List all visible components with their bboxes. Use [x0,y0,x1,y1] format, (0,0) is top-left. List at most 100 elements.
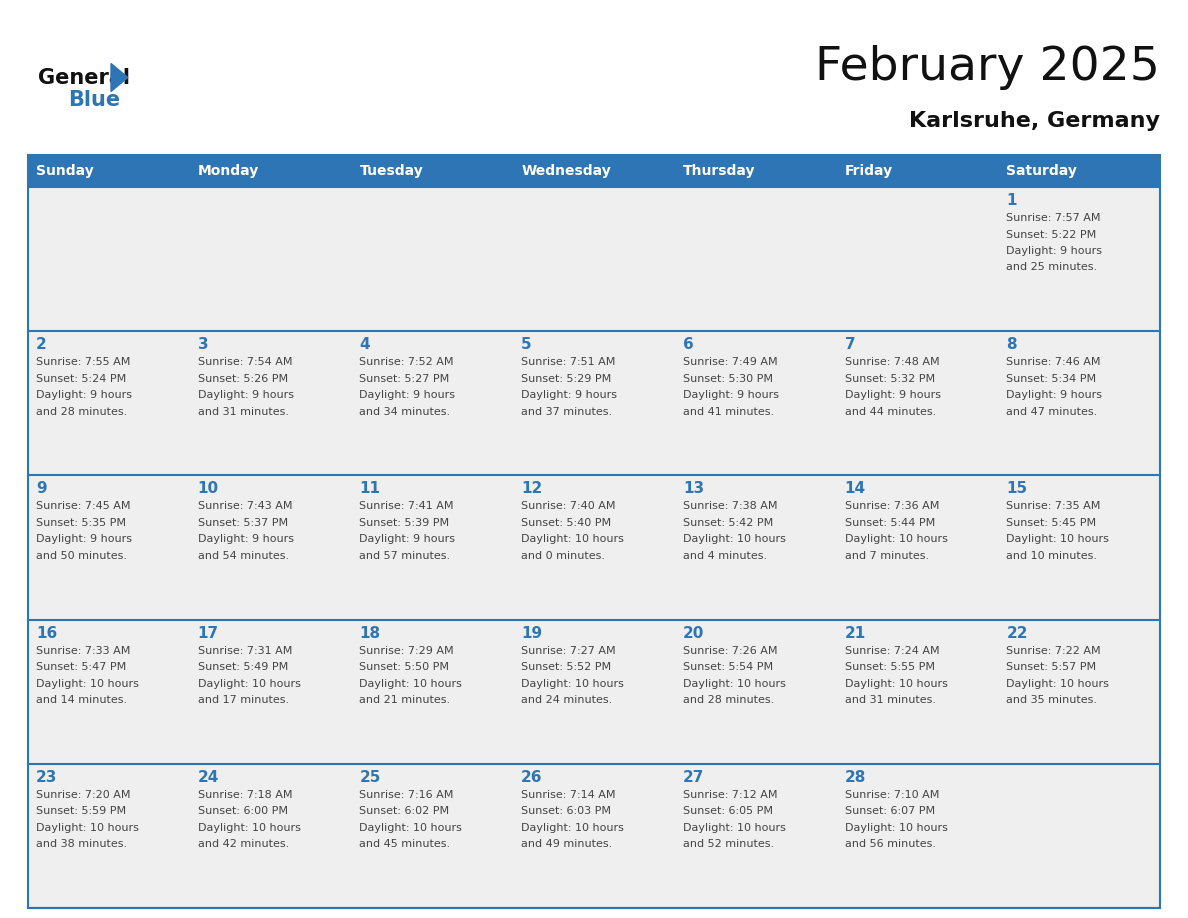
Text: and 44 minutes.: and 44 minutes. [845,407,936,417]
Bar [836,620,998,764]
Text: and 31 minutes.: and 31 minutes. [197,407,289,417]
Bar [998,620,1159,764]
Text: Sunrise: 7:26 AM: Sunrise: 7:26 AM [683,645,777,655]
Text: and 47 minutes.: and 47 minutes. [1006,407,1098,417]
Text: Daylight: 10 hours: Daylight: 10 hours [845,534,948,544]
Text: Daylight: 9 hours: Daylight: 9 hours [1006,390,1102,400]
Bar [836,187,998,331]
Text: Daylight: 10 hours: Daylight: 10 hours [683,678,785,688]
Bar [513,764,675,908]
Text: 27: 27 [683,770,704,785]
Text: Sunrise: 7:18 AM: Sunrise: 7:18 AM [197,789,292,800]
Text: 3: 3 [197,337,208,353]
Text: Sunrise: 7:41 AM: Sunrise: 7:41 AM [360,501,454,511]
Text: and 41 minutes.: and 41 minutes. [683,407,775,417]
Bar [190,620,352,764]
Bar [352,620,513,764]
Bar [190,476,352,620]
Text: Sunset: 5:49 PM: Sunset: 5:49 PM [197,662,287,672]
Text: Daylight: 9 hours: Daylight: 9 hours [36,390,132,400]
Text: Sunset: 5:44 PM: Sunset: 5:44 PM [845,518,935,528]
Text: Wednesday: Wednesday [522,164,611,178]
Text: Sunset: 5:59 PM: Sunset: 5:59 PM [36,806,126,816]
Text: and 10 minutes.: and 10 minutes. [1006,551,1098,561]
Text: Sunrise: 7:22 AM: Sunrise: 7:22 AM [1006,645,1101,655]
Text: and 37 minutes.: and 37 minutes. [522,407,612,417]
Text: Sunrise: 7:54 AM: Sunrise: 7:54 AM [197,357,292,367]
Bar [513,476,675,620]
Text: 14: 14 [845,481,866,497]
Text: Sunrise: 7:10 AM: Sunrise: 7:10 AM [845,789,939,800]
Text: Sunset: 6:07 PM: Sunset: 6:07 PM [845,806,935,816]
Text: and 50 minutes.: and 50 minutes. [36,551,127,561]
Text: Daylight: 9 hours: Daylight: 9 hours [36,534,132,544]
Text: Sunrise: 7:51 AM: Sunrise: 7:51 AM [522,357,615,367]
Text: Saturday: Saturday [1006,164,1078,178]
Text: Tuesday: Tuesday [360,164,423,178]
Text: 28: 28 [845,770,866,785]
Text: and 28 minutes.: and 28 minutes. [683,695,775,705]
Bar [998,155,1159,187]
Text: and 7 minutes.: and 7 minutes. [845,551,929,561]
Text: Sunset: 6:02 PM: Sunset: 6:02 PM [360,806,449,816]
Text: and 34 minutes.: and 34 minutes. [360,407,450,417]
Text: Sunset: 5:40 PM: Sunset: 5:40 PM [522,518,612,528]
Text: Sunrise: 7:14 AM: Sunrise: 7:14 AM [522,789,615,800]
Bar [190,187,352,331]
Text: 1: 1 [1006,193,1017,208]
Text: Sunset: 5:42 PM: Sunset: 5:42 PM [683,518,773,528]
Text: and 31 minutes.: and 31 minutes. [845,695,936,705]
Text: Sunrise: 7:52 AM: Sunrise: 7:52 AM [360,357,454,367]
Text: and 54 minutes.: and 54 minutes. [197,551,289,561]
Text: and 21 minutes.: and 21 minutes. [360,695,450,705]
Bar [190,331,352,476]
Text: Karlsruhe, Germany: Karlsruhe, Germany [909,111,1159,131]
Text: Daylight: 9 hours: Daylight: 9 hours [360,534,455,544]
Text: 16: 16 [36,625,57,641]
Text: Daylight: 10 hours: Daylight: 10 hours [845,678,948,688]
Text: 22: 22 [1006,625,1028,641]
Text: Sunset: 5:22 PM: Sunset: 5:22 PM [1006,230,1097,240]
Text: Blue: Blue [68,91,120,110]
Text: Daylight: 9 hours: Daylight: 9 hours [197,390,293,400]
Text: Friday: Friday [845,164,892,178]
Text: Sunrise: 7:31 AM: Sunrise: 7:31 AM [197,645,292,655]
Text: Daylight: 9 hours: Daylight: 9 hours [522,390,617,400]
Text: and 49 minutes.: and 49 minutes. [522,839,612,849]
Text: Daylight: 10 hours: Daylight: 10 hours [360,823,462,833]
Text: Sunrise: 7:24 AM: Sunrise: 7:24 AM [845,645,940,655]
Text: Daylight: 10 hours: Daylight: 10 hours [683,534,785,544]
Text: 17: 17 [197,625,219,641]
Text: Daylight: 10 hours: Daylight: 10 hours [522,678,624,688]
Text: and 4 minutes.: and 4 minutes. [683,551,767,561]
Text: Sunset: 5:39 PM: Sunset: 5:39 PM [360,518,449,528]
Text: 12: 12 [522,481,543,497]
Text: Sunset: 5:29 PM: Sunset: 5:29 PM [522,374,612,384]
Text: Sunrise: 7:49 AM: Sunrise: 7:49 AM [683,357,777,367]
Text: Sunset: 5:57 PM: Sunset: 5:57 PM [1006,662,1097,672]
Bar [836,476,998,620]
Bar [29,620,190,764]
Text: 2: 2 [36,337,46,353]
Bar [675,620,836,764]
Bar [836,155,998,187]
Text: 4: 4 [360,337,369,353]
Bar [513,331,675,476]
Text: Sunrise: 7:40 AM: Sunrise: 7:40 AM [522,501,615,511]
Bar [513,155,675,187]
Text: Daylight: 9 hours: Daylight: 9 hours [683,390,779,400]
Text: Sunset: 6:00 PM: Sunset: 6:00 PM [197,806,287,816]
Text: Sunset: 6:05 PM: Sunset: 6:05 PM [683,806,773,816]
Text: Sunrise: 7:38 AM: Sunrise: 7:38 AM [683,501,777,511]
Text: 21: 21 [845,625,866,641]
Text: Daylight: 10 hours: Daylight: 10 hours [522,534,624,544]
Text: Daylight: 10 hours: Daylight: 10 hours [1006,534,1110,544]
Text: Thursday: Thursday [683,164,756,178]
Bar [190,764,352,908]
Text: Daylight: 10 hours: Daylight: 10 hours [845,823,948,833]
Text: and 24 minutes.: and 24 minutes. [522,695,612,705]
Text: Sunset: 5:35 PM: Sunset: 5:35 PM [36,518,126,528]
Text: 10: 10 [197,481,219,497]
Text: Daylight: 10 hours: Daylight: 10 hours [360,678,462,688]
Text: and 56 minutes.: and 56 minutes. [845,839,936,849]
